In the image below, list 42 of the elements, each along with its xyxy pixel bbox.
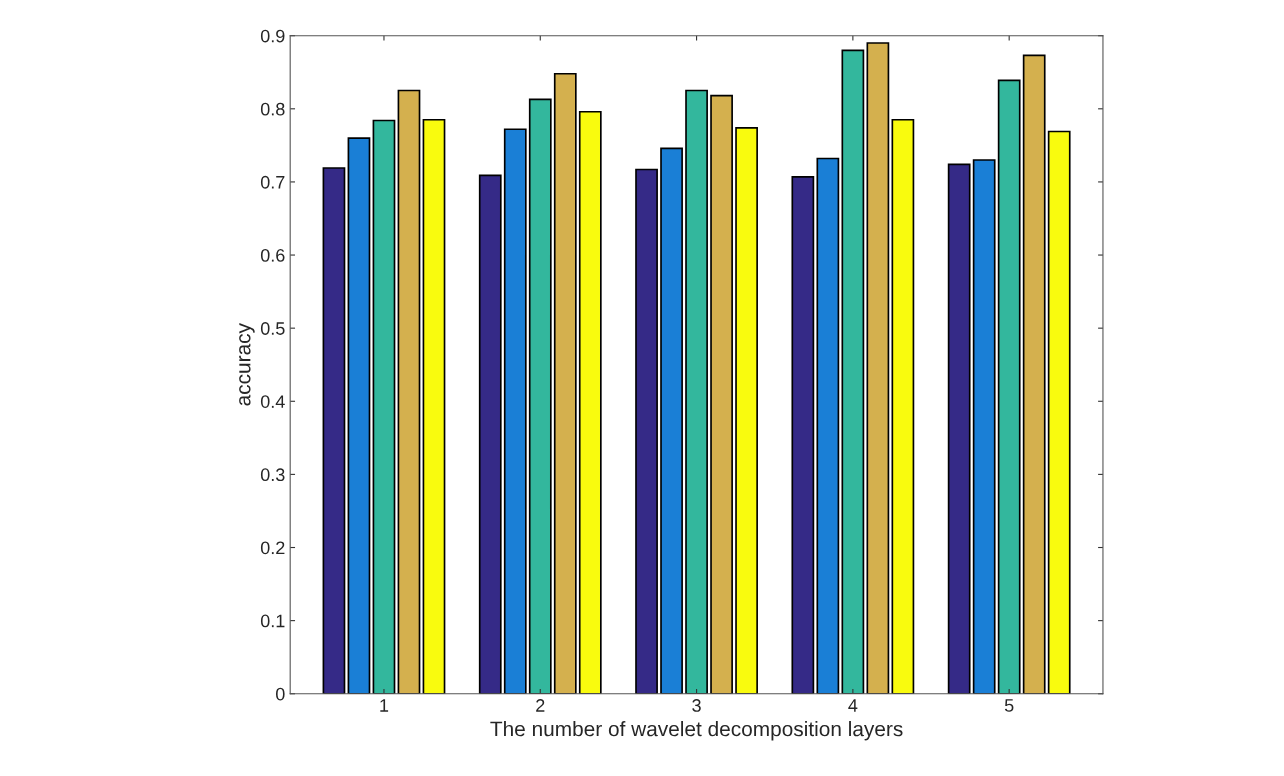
y-tick-label: 0 <box>275 687 285 701</box>
bar <box>422 118 446 694</box>
bar <box>710 94 733 694</box>
bar <box>347 137 371 694</box>
bar <box>866 42 890 694</box>
y-tick-label: 0.3 <box>260 468 285 482</box>
bar <box>528 98 552 694</box>
bar <box>947 163 971 694</box>
bar <box>372 119 396 694</box>
bar <box>1047 130 1071 694</box>
x-tick-label: 5 <box>1004 699 1014 712</box>
bar <box>553 72 577 694</box>
bar <box>997 79 1021 694</box>
y-tick-label: 0.7 <box>260 175 285 189</box>
bar <box>397 89 421 694</box>
x-tick-label: 4 <box>848 699 858 712</box>
bar <box>503 128 527 694</box>
y-tick-label: 0.8 <box>260 102 285 116</box>
y-axis-title: accuracy <box>239 323 255 406</box>
bar <box>891 118 915 694</box>
bar <box>635 168 658 694</box>
bar <box>660 147 683 694</box>
y-tick-label: 0.5 <box>260 322 285 335</box>
y-tick-label: 0.4 <box>260 395 285 408</box>
bar <box>322 167 346 694</box>
y-tick-label: 0.1 <box>260 614 285 628</box>
x-tick-label: 1 <box>380 699 389 712</box>
bar <box>478 174 502 694</box>
y-tick-label: 0.9 <box>260 29 285 43</box>
bar <box>972 159 996 694</box>
y-tick-label: 0.2 <box>260 541 285 555</box>
x-axis-title: The number of wavelet decomposition layers <box>490 720 903 741</box>
bar <box>685 89 708 694</box>
bar <box>816 157 840 694</box>
bar <box>841 49 865 694</box>
y-tick-label: 0.6 <box>260 248 285 262</box>
x-tick-label: 3 <box>692 699 701 712</box>
x-tick-label: 2 <box>536 699 545 712</box>
bar <box>791 175 815 694</box>
bar <box>735 126 758 694</box>
bar <box>578 110 602 694</box>
bar <box>1022 54 1046 694</box>
